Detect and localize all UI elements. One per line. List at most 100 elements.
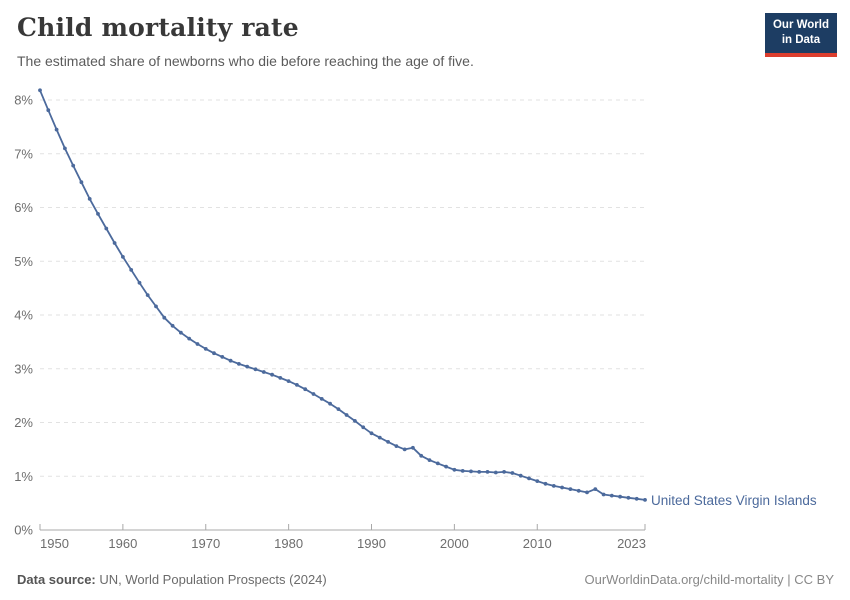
data-point[interactable] (643, 498, 647, 502)
data-point[interactable] (527, 476, 531, 481)
data-point[interactable] (427, 458, 432, 462)
data-point[interactable] (328, 401, 332, 406)
data-point[interactable] (452, 467, 457, 472)
data-point[interactable] (162, 315, 167, 320)
data-point[interactable] (253, 367, 258, 372)
data-point[interactable] (576, 488, 581, 493)
data-point[interactable] (435, 461, 440, 466)
data-point[interactable] (551, 484, 556, 488)
y-tick-label: 1% (14, 469, 33, 484)
data-point[interactable] (195, 342, 200, 346)
data-point[interactable] (510, 471, 515, 475)
data-source-label: Data source: (17, 572, 96, 587)
x-tick-label: 1950 (40, 536, 69, 551)
data-point[interactable] (319, 397, 324, 401)
data-point[interactable] (344, 413, 349, 417)
data-point[interactable] (145, 293, 150, 297)
data-point[interactable] (626, 495, 631, 500)
data-point[interactable] (377, 435, 382, 440)
data-point[interactable] (270, 372, 274, 377)
data-point[interactable] (353, 419, 357, 423)
data-point[interactable] (154, 304, 158, 309)
data-point[interactable] (237, 362, 241, 366)
data-point[interactable] (411, 445, 415, 450)
data-point[interactable] (535, 479, 540, 483)
chart-footer: Data source: UN, World Population Prospe… (17, 572, 834, 587)
data-point[interactable] (137, 280, 142, 285)
x-tick-label: 1970 (191, 536, 220, 551)
data-point[interactable] (295, 383, 299, 387)
owid-logo[interactable]: Our World in Data (764, 13, 837, 57)
data-point[interactable] (129, 268, 134, 272)
data-point[interactable] (46, 108, 51, 113)
data-line[interactable] (39, 89, 646, 501)
y-tick-label: 6% (14, 200, 33, 215)
data-point[interactable] (170, 323, 175, 328)
data-point[interactable] (212, 351, 216, 356)
data-point[interactable] (601, 492, 606, 497)
data-point[interactable] (634, 496, 639, 501)
y-tick-label: 7% (14, 146, 33, 161)
data-point[interactable] (568, 487, 573, 491)
data-point[interactable] (493, 470, 498, 475)
data-point[interactable] (593, 487, 598, 491)
page-subtitle: The estimated share of newborns who die … (17, 53, 474, 69)
data-source-note: Data source: UN, World Population Prospe… (17, 572, 327, 587)
data-point[interactable] (203, 347, 208, 351)
data-point[interactable] (79, 180, 84, 185)
data-point[interactable] (187, 336, 192, 341)
page-title: Child mortality rate (17, 13, 299, 42)
data-point[interactable] (286, 379, 291, 383)
data-point[interactable] (485, 470, 490, 474)
data-point[interactable] (402, 447, 407, 452)
data-point[interactable] (303, 387, 308, 392)
data-point[interactable] (469, 469, 473, 474)
data-point[interactable] (361, 425, 366, 430)
data-point[interactable] (609, 493, 614, 498)
data-point[interactable] (220, 355, 225, 359)
y-tick-label: 3% (14, 361, 33, 376)
data-point[interactable] (560, 485, 564, 490)
x-tick-label: 1990 (357, 536, 386, 551)
y-tick-label: 4% (14, 308, 33, 323)
data-point[interactable] (460, 469, 465, 473)
data-point[interactable] (585, 490, 589, 495)
data-point[interactable] (618, 494, 622, 499)
data-source-value: UN, World Population Prospects (2024) (95, 572, 327, 587)
data-point[interactable] (179, 330, 183, 335)
data-point[interactable] (278, 376, 283, 380)
owid-logo-line2: in Data (781, 33, 821, 46)
data-point[interactable] (369, 431, 374, 436)
data-point[interactable] (477, 470, 482, 474)
y-tick-label: 8% (14, 93, 33, 108)
y-tick-label: 5% (14, 254, 33, 269)
data-point[interactable] (38, 88, 42, 93)
data-point[interactable] (394, 444, 399, 448)
data-point[interactable] (419, 453, 424, 458)
data-point[interactable] (54, 127, 59, 132)
data-point[interactable] (96, 212, 100, 216)
data-point[interactable] (104, 226, 109, 231)
data-point[interactable] (245, 364, 250, 369)
data-point[interactable] (261, 370, 266, 374)
data-point[interactable] (518, 473, 523, 478)
data-point[interactable] (121, 255, 125, 259)
footer-link[interactable]: OurWorldinData.org/child-mortality | CC … (584, 572, 835, 587)
data-point[interactable] (543, 481, 548, 486)
x-tick-label: 2000 (440, 536, 469, 551)
data-point[interactable] (87, 197, 92, 201)
series-label[interactable]: United States Virgin Islands (651, 493, 817, 508)
data-point[interactable] (386, 440, 390, 444)
x-tick-label: 1980 (274, 536, 303, 551)
data-point[interactable] (228, 358, 233, 363)
data-point[interactable] (63, 146, 67, 151)
data-point[interactable] (336, 407, 341, 411)
data-point[interactable] (502, 470, 506, 474)
data-point[interactable] (112, 241, 117, 245)
data-point[interactable] (71, 163, 76, 168)
data-point[interactable] (311, 392, 316, 396)
x-tick-label: 1960 (108, 536, 137, 551)
data-point[interactable] (444, 464, 448, 469)
